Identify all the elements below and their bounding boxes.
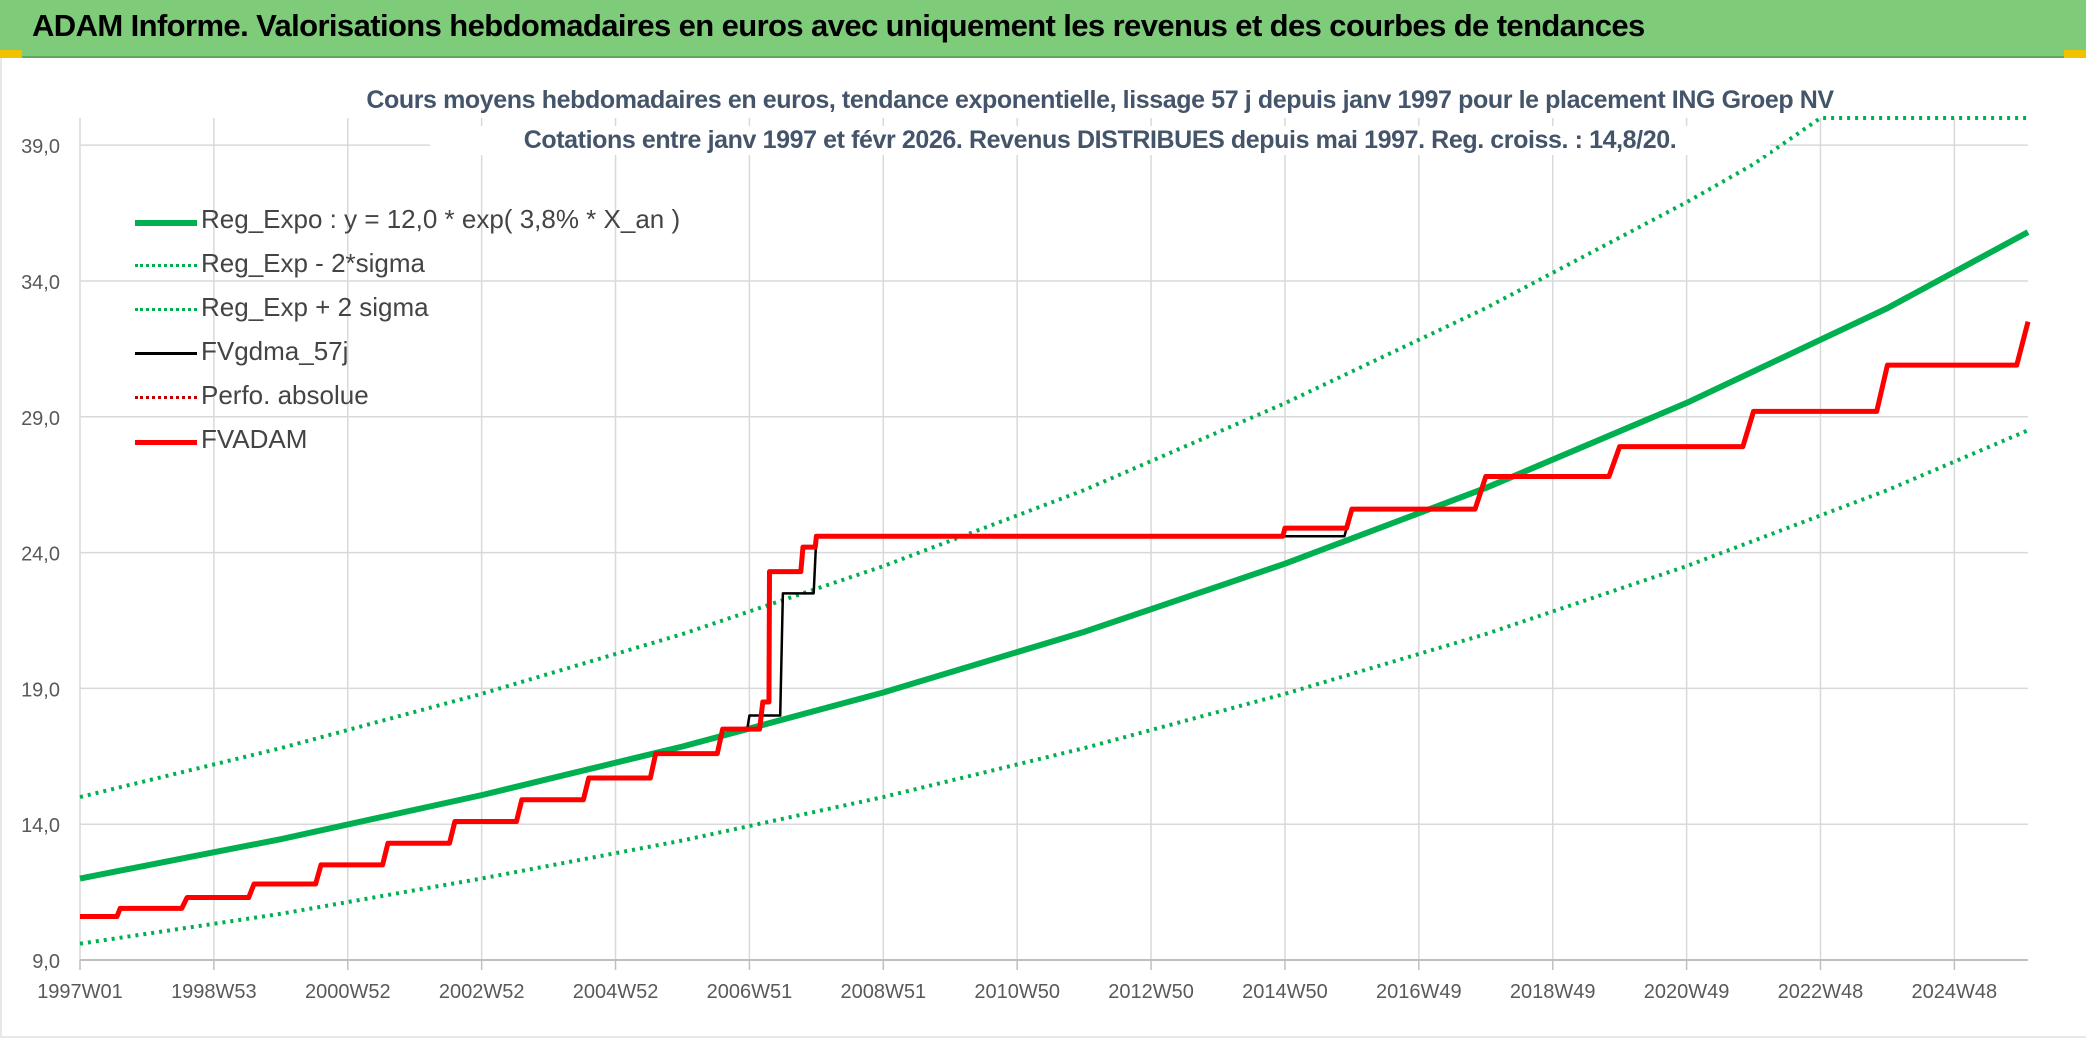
report-header: ADAM Informe. Valorisations hebdomadaire… xyxy=(0,0,2086,58)
series-line-5 xyxy=(80,321,2031,920)
y-tick-label: 14,0 xyxy=(21,815,60,837)
x-tick-label: 2014W50 xyxy=(1242,981,1328,1003)
series-line-3 xyxy=(80,321,2030,918)
legend-label: Reg_Exp - 2*sigma xyxy=(201,248,425,278)
chart-grid xyxy=(79,118,2028,970)
x-tick-label: 2018W49 xyxy=(1510,981,1596,1003)
chart-frame xyxy=(0,58,2086,1038)
legend-label: Reg_Exp + 2 sigma xyxy=(201,292,429,322)
chart-subtitle: Cotations entre janv 1997 et févr 2026. … xyxy=(430,126,1770,155)
x-tick-label: 2008W51 xyxy=(840,981,926,1003)
y-tick-label: 39,0 xyxy=(21,136,60,158)
x-tick-label: 2004W52 xyxy=(573,981,659,1003)
x-tick-label: 2016W49 xyxy=(1376,981,1462,1003)
x-tick-label: 2012W50 xyxy=(1108,981,1194,1003)
report-title: ADAM Informe. Valorisations hebdomadaire… xyxy=(32,8,1645,43)
legend-swatch xyxy=(135,440,197,445)
legend-label: Perfo. absolue xyxy=(201,380,369,410)
legend-label: FVADAM xyxy=(201,424,308,454)
x-tick-label: 2006W51 xyxy=(707,981,793,1003)
legend-label: FVgdma_57j xyxy=(201,336,349,366)
x-tick-label: 2020W49 xyxy=(1644,981,1730,1003)
y-tick-label: 19,0 xyxy=(21,679,60,701)
y-tick-label: 24,0 xyxy=(21,544,60,566)
x-tick-label: 1998W53 xyxy=(171,981,257,1003)
corner-marker-left xyxy=(0,50,22,58)
chart-tick-labels: 9,0 14,0 19,0 24,0 29,0 34,0 39,0 1997W01 1998W5… xyxy=(21,136,1997,1003)
series-line-2 xyxy=(79,116,2028,799)
legend-swatch xyxy=(135,264,197,267)
series-line-0 xyxy=(79,229,2030,882)
series-line-1 xyxy=(79,428,2029,946)
chart-series xyxy=(79,116,2031,946)
legend-swatch xyxy=(135,352,197,355)
legend-label: Reg_Expo : y = 12,0 * exp( 3,8% * X_an ) xyxy=(201,204,681,234)
x-tick-label: 2010W50 xyxy=(974,981,1060,1003)
x-tick-label: 2024W48 xyxy=(1912,981,1998,1003)
y-tick-label: 34,0 xyxy=(21,272,60,294)
chart-title: Cours moyens hebdomadaires en euros, ten… xyxy=(300,86,1900,115)
legend-swatch xyxy=(135,308,197,311)
corner-marker-right xyxy=(2064,50,2086,58)
x-tick-label: 2000W52 xyxy=(305,981,391,1003)
legend-swatch xyxy=(135,220,197,226)
x-tick-label: 1997W01 xyxy=(37,981,123,1003)
x-tick-label: 2022W48 xyxy=(1778,981,1864,1003)
legend-swatch xyxy=(135,396,197,399)
x-tick-label: 2002W52 xyxy=(439,981,525,1003)
y-tick-label: 29,0 xyxy=(21,408,60,430)
y-tick-label: 9,0 xyxy=(32,951,60,973)
